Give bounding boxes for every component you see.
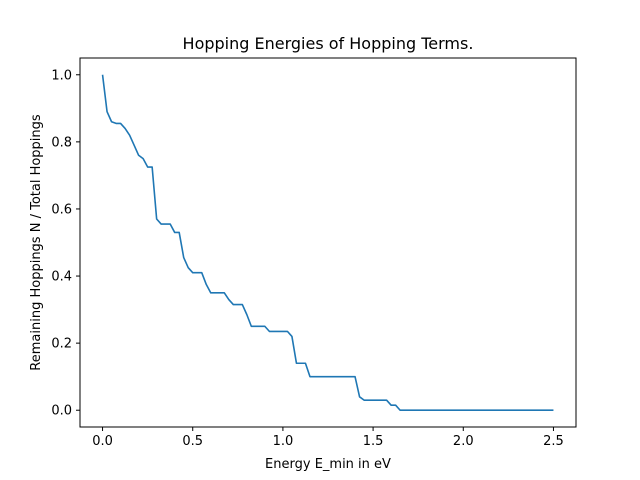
y-tick-label: 1.0 bbox=[51, 68, 72, 83]
plot-area bbox=[101, 74, 554, 412]
x-tick-label: 1.5 bbox=[363, 434, 384, 449]
y-tick-label: 0.2 bbox=[51, 337, 72, 352]
y-tick-label: 0.4 bbox=[51, 270, 72, 285]
x-axis-ticks: 0.0 0.5 1.0 1.5 2.0 2.5 bbox=[92, 427, 564, 449]
chart-title: Hopping Energies of Hopping Terms. bbox=[183, 34, 474, 53]
x-axis-label: Energy E_min in eV bbox=[265, 457, 391, 472]
y-axis-label: Remaining Hoppings N / Total Hoppings bbox=[29, 114, 44, 371]
x-tick-label: 1.0 bbox=[273, 434, 294, 449]
x-tick-label: 2.5 bbox=[543, 434, 564, 449]
x-tick-label: 2.0 bbox=[453, 434, 474, 449]
y-tick-label: 0.6 bbox=[51, 202, 72, 217]
series-line bbox=[101, 74, 554, 412]
x-tick-label: 0.5 bbox=[182, 434, 203, 449]
axes-frame bbox=[79, 57, 577, 428]
y-axis-ticks: 0.0 0.2 0.4 0.6 0.8 1.0 bbox=[51, 68, 80, 419]
y-tick-label: 0.0 bbox=[51, 404, 72, 419]
y-tick-label: 0.8 bbox=[51, 135, 72, 150]
x-tick-label: 0.0 bbox=[92, 434, 113, 449]
